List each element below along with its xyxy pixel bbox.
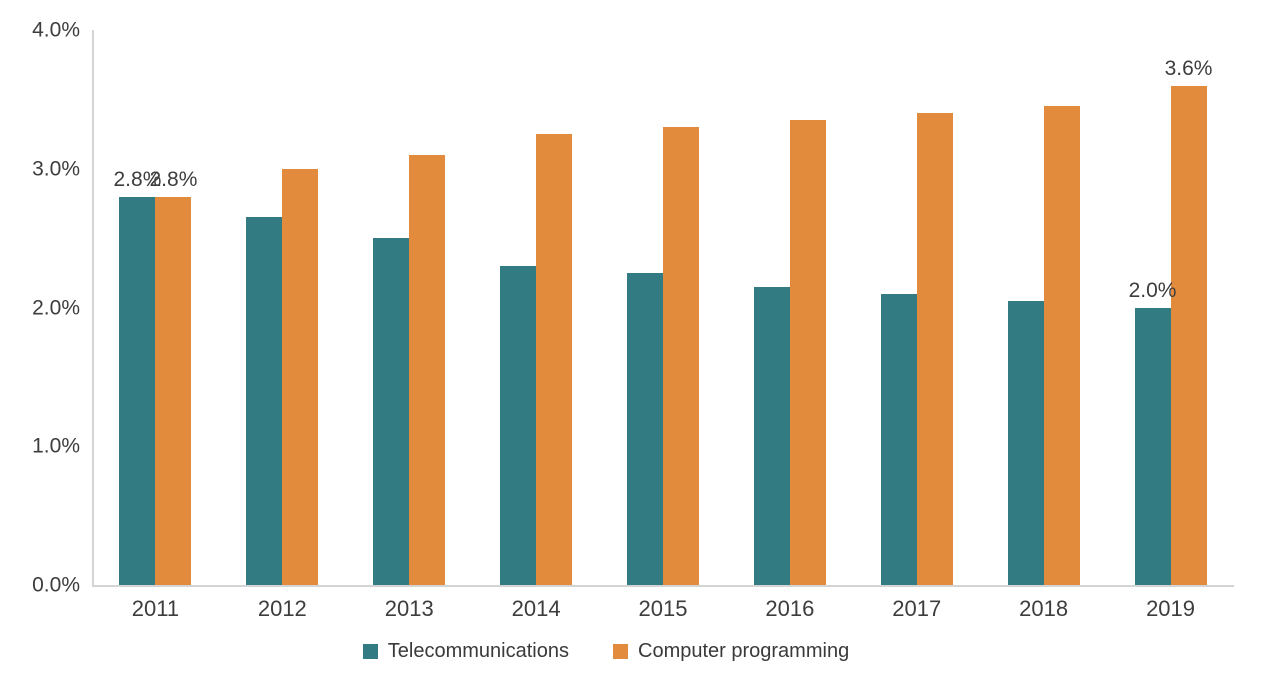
legend: Telecommunications Computer programming	[0, 641, 1212, 661]
x-tick-label: 2019	[1146, 596, 1196, 621]
x-axis-line	[92, 585, 1234, 587]
x-tick-label: 2017	[892, 596, 942, 621]
bar-computer-programming-2015	[663, 127, 699, 585]
bar-value-label: 2.8%	[113, 167, 162, 191]
bar-computer-programming-2018	[1043, 106, 1080, 585]
bar-computer-programming-2012	[282, 168, 319, 585]
x-tick-label: 2012	[257, 596, 307, 621]
y-tick-label: 4.0%	[32, 18, 80, 42]
legend-label-telecommunications: Telecommunications	[387, 640, 569, 662]
bar-telecommunications-2015	[627, 272, 663, 585]
bar-value-label: 2.8%	[149, 167, 198, 191]
bar-telecommunications-2018	[1007, 300, 1044, 585]
bar-telecommunications-2016	[753, 286, 790, 585]
y-tick-label: 3.0%	[32, 157, 80, 181]
legend-swatch-teal-icon	[362, 643, 378, 659]
x-tick-label: 2015	[638, 596, 688, 621]
y-tick-label: 2.0%	[32, 296, 80, 319]
x-tick-label: 2018	[1019, 596, 1069, 621]
x-tick-label: 2014	[511, 596, 561, 621]
bar-computer-programming-2016	[789, 120, 826, 585]
bar-telecommunications-2014	[500, 265, 537, 585]
bar-computer-programming-2019	[1170, 85, 1207, 585]
bar-computer-programming-2017	[916, 113, 953, 585]
x-tick-label: 2016	[765, 596, 815, 621]
bar-telecommunications-2019	[1134, 307, 1171, 585]
bar-computer-programming-2011	[155, 196, 192, 585]
bar-telecommunications-2011	[119, 196, 156, 585]
x-tick-label: 2013	[384, 596, 434, 621]
bar-computer-programming-2014	[536, 134, 573, 585]
bar-telecommunications-2012	[246, 217, 283, 585]
y-tick-label: 1.0%	[32, 434, 80, 458]
x-tick-label: 2011	[131, 596, 180, 621]
legend-item-telecommunications: Telecommunications	[362, 640, 569, 662]
bar-telecommunications-2017	[880, 293, 917, 585]
bar-computer-programming-2013	[409, 154, 446, 585]
legend-swatch-orange-icon	[613, 643, 628, 659]
bar-value-label: 2.0%	[1128, 278, 1177, 302]
bar-telecommunications-2013	[373, 238, 410, 585]
legend-item-computer-programming: Computer programming	[613, 641, 849, 661]
legend-label-computer-programming: Computer programming	[638, 640, 850, 662]
bar-value-label: 3.6%	[1164, 56, 1213, 80]
y-axis-line	[92, 30, 94, 585]
y-tick-label: 0.0%	[32, 573, 80, 597]
